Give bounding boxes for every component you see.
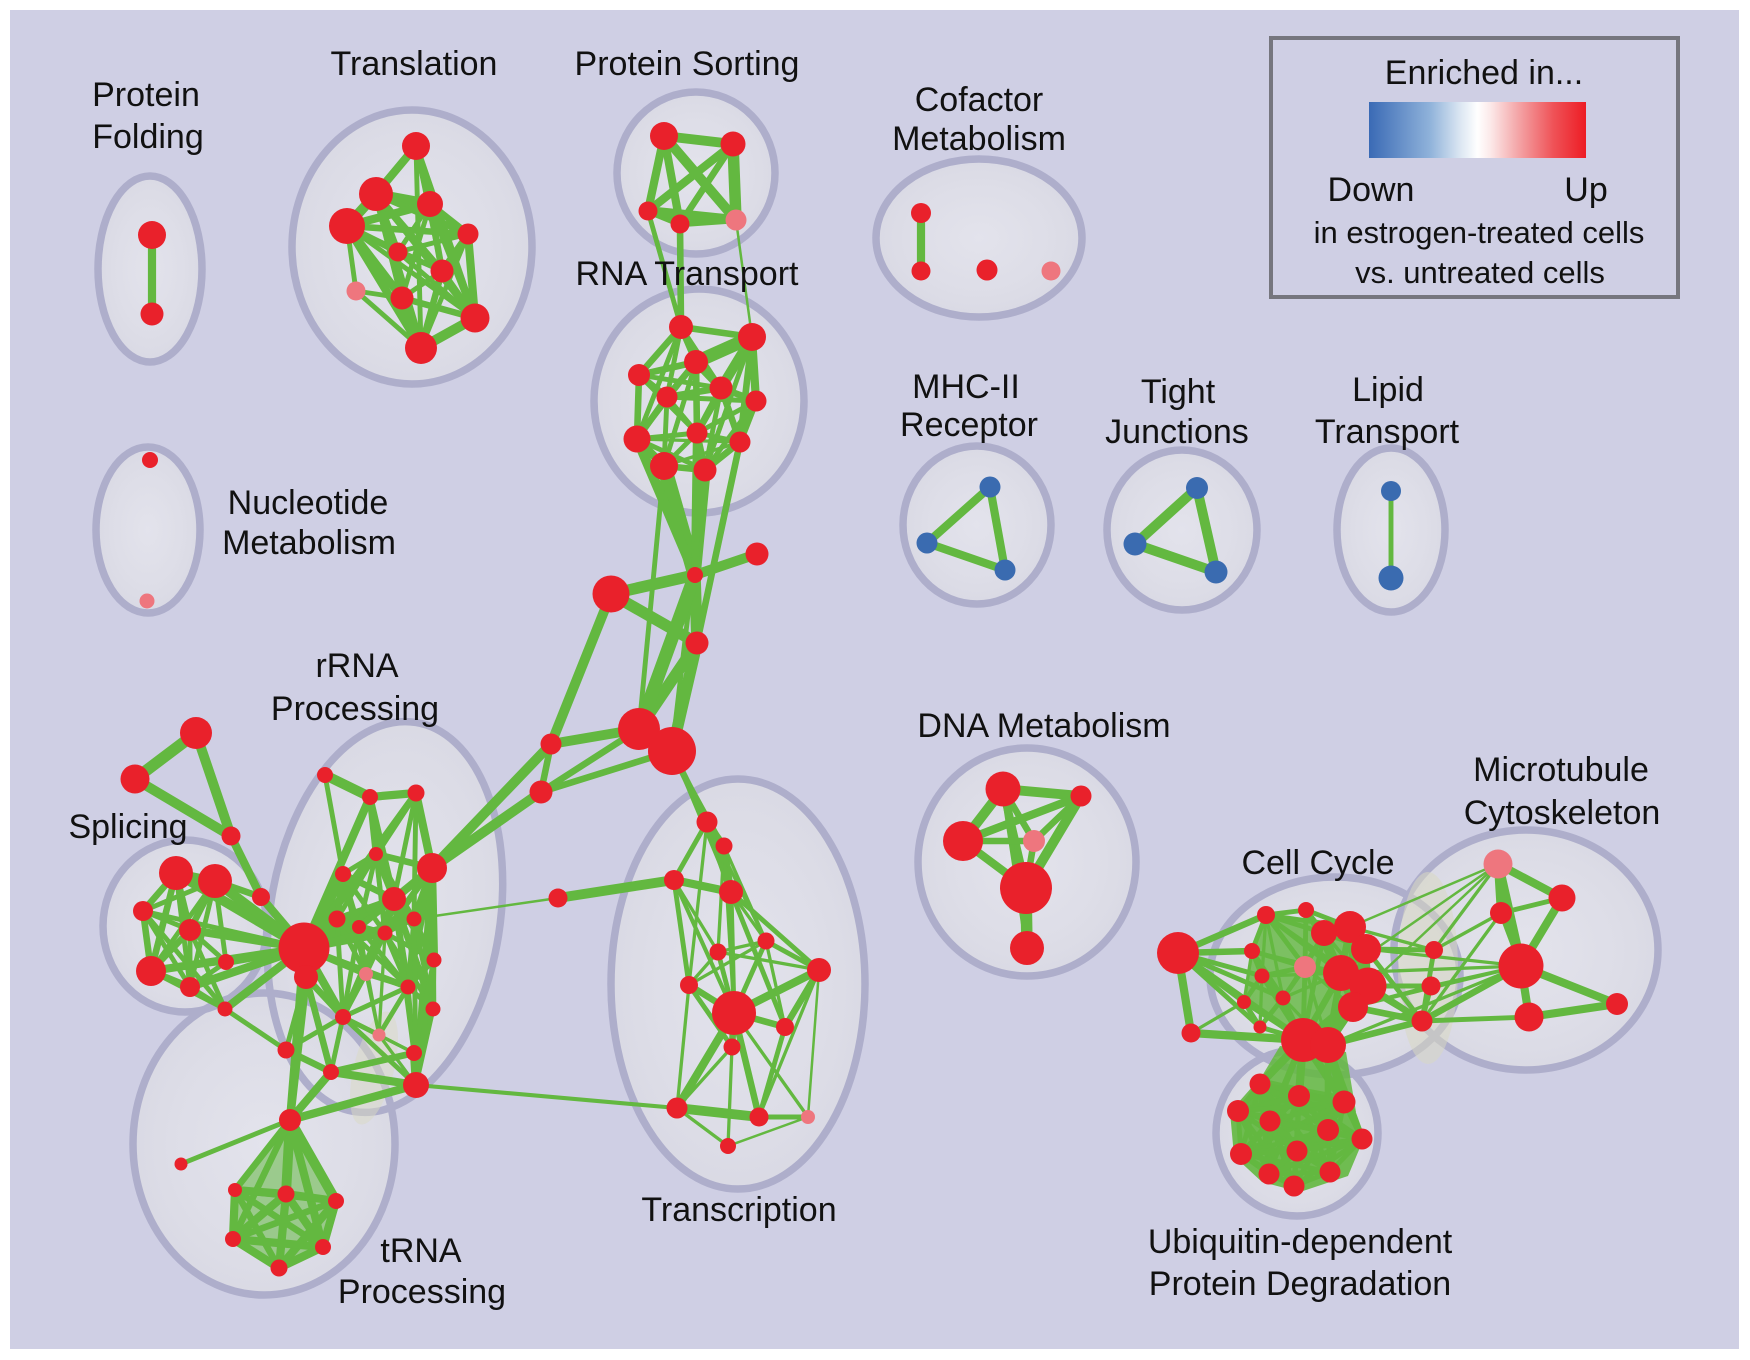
svg-text:tRNA: tRNA <box>380 1232 462 1270</box>
svg-text:in estrogen-treated cells: in estrogen-treated cells <box>1314 215 1645 250</box>
svg-text:Receptor: Receptor <box>900 406 1038 444</box>
svg-text:Ubiquitin-dependent: Ubiquitin-dependent <box>1148 1223 1453 1261</box>
svg-text:vs. untreated cells: vs. untreated cells <box>1355 255 1605 290</box>
svg-text:Lipid: Lipid <box>1352 371 1424 409</box>
svg-text:Metabolism: Metabolism <box>892 120 1066 158</box>
svg-text:Protein Degradation: Protein Degradation <box>1149 1265 1451 1303</box>
svg-text:Tight: Tight <box>1141 373 1216 411</box>
svg-text:Cofactor: Cofactor <box>915 81 1044 119</box>
svg-text:DNA Metabolism: DNA Metabolism <box>917 707 1170 745</box>
svg-text:Transcription: Transcription <box>641 1191 836 1229</box>
svg-text:Processing: Processing <box>271 690 439 728</box>
svg-text:Nucleotide: Nucleotide <box>228 484 389 522</box>
svg-text:Down: Down <box>1328 171 1415 209</box>
svg-text:Protein: Protein <box>92 76 200 114</box>
svg-text:Translation: Translation <box>331 45 498 83</box>
svg-text:Protein Sorting: Protein Sorting <box>575 45 800 83</box>
svg-text:Up: Up <box>1564 171 1607 209</box>
svg-text:Cell Cycle: Cell Cycle <box>1241 844 1394 882</box>
svg-text:Microtubule: Microtubule <box>1473 751 1649 789</box>
svg-text:rRNA: rRNA <box>315 647 398 685</box>
svg-text:Processing: Processing <box>338 1273 506 1311</box>
svg-text:Enriched in...: Enriched in... <box>1385 54 1583 92</box>
svg-text:Metabolism: Metabolism <box>222 524 396 562</box>
svg-text:Cytoskeleton: Cytoskeleton <box>1464 794 1661 832</box>
svg-text:Splicing: Splicing <box>68 808 187 846</box>
svg-text:Junctions: Junctions <box>1105 413 1249 451</box>
svg-text:MHC-II: MHC-II <box>912 368 1020 406</box>
svg-text:RNA Transport: RNA Transport <box>576 255 800 293</box>
svg-text:Folding: Folding <box>92 118 204 156</box>
svg-text:Transport: Transport <box>1315 413 1460 451</box>
